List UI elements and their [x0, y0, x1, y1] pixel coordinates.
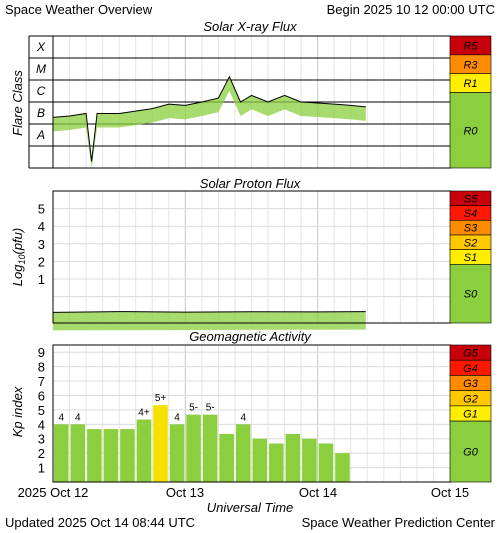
geomag-scale-label: G5 [463, 348, 479, 360]
kp-bar-label: 5- [189, 403, 198, 414]
kp-bar-label: 4 [58, 412, 64, 423]
geomag-scale-label: G3 [463, 378, 479, 390]
kp-bar [252, 438, 268, 482]
kp-y-tick: 7 [38, 374, 45, 389]
kp-bar [153, 405, 168, 482]
kp-bar [335, 453, 350, 482]
class-label-C: C [37, 84, 46, 98]
kp-y-tick: 5 [38, 403, 45, 418]
kp-bar [186, 414, 201, 482]
scale-columns: R5 R3 R1 R0 S5 S4 S3 S2 S1 S0 G5 G4 G3 G2 G1 G0 [449, 35, 492, 483]
geomag-scale-label: G4 [463, 363, 478, 375]
proton-flux-band [53, 311, 366, 331]
header-begin: Begin 2025 10 12 00:00 UTC [327, 2, 495, 17]
geomag-scale-label: G0 [463, 447, 479, 459]
geomag-scale-cell [449, 420, 492, 483]
kp-y-tick: 1 [38, 461, 45, 476]
kp-bar [318, 443, 334, 482]
kp-bar-label: 5+ [155, 393, 167, 404]
radio-scale-cell [449, 92, 492, 169]
proton-y-tick: 1 [38, 272, 45, 287]
kp-bar-label: 4+ [138, 408, 150, 419]
kp-bar [87, 429, 102, 482]
solar-radiation-scale-label: S5 [464, 193, 478, 205]
proton-y-tick: 3 [38, 237, 45, 252]
solar-radiation-scale-label: S3 [464, 223, 478, 235]
proton-ylabel: Log10(pfu) [10, 228, 27, 286]
geomag-ylabel: Kp index [10, 386, 25, 437]
kp-bar [136, 419, 152, 482]
kp-bar-label: 4 [75, 412, 81, 423]
proton-ylabel-sub: 10 [17, 255, 27, 265]
radio-scale-label: R5 [463, 40, 478, 52]
geomag-scale-label: G1 [463, 409, 478, 421]
kp-bar [120, 429, 135, 482]
class-label-M: M [36, 62, 46, 76]
class-label-B: B [37, 106, 45, 120]
xray-flux-band [53, 76, 366, 168]
footer-updated: Updated 2025 Oct 14 08:44 UTC [5, 515, 195, 530]
kp-bar-label: 4 [174, 412, 180, 423]
solar-radiation-scale-label: S1 [464, 252, 477, 264]
kp-y-tick: 4 [38, 417, 45, 432]
proton-ylabel-main: Log [10, 264, 25, 286]
geomag-title: Geomagnetic Activity [189, 329, 312, 344]
x-tick-oct15: Oct 15 [431, 485, 469, 500]
proton-ylabel-tail: (pfu) [10, 228, 25, 255]
geomag-scale-label: G2 [463, 393, 478, 405]
kp-bar-label: 5- [206, 403, 215, 414]
kp-bar [169, 424, 185, 482]
class-label-X: X [36, 40, 46, 54]
x-tick-oct14: Oct 14 [299, 485, 337, 500]
kp-bar [302, 438, 317, 482]
kp-y-tick: 9 [38, 345, 45, 360]
radio-scale-label: R0 [463, 125, 478, 137]
xray-ylabel: Flare Class [10, 70, 25, 136]
proton-y-tick: 2 [38, 254, 45, 269]
solar-radiation-scale-label: S2 [464, 237, 477, 249]
proton-panel: 5 4 3 2 1 [38, 190, 452, 331]
solar-radiation-scale-cell [449, 264, 492, 324]
radio-scale-label: R3 [463, 59, 478, 71]
kp-y-tick: 3 [38, 432, 45, 447]
kp-bar [103, 429, 119, 482]
kp-bar [219, 433, 234, 482]
kp-y-tick: 2 [38, 446, 45, 461]
x-axis-label: Universal Time [207, 500, 294, 515]
proton-y-tick: 4 [38, 219, 45, 234]
kp-y-tick: 6 [38, 388, 45, 403]
kp-bar [235, 424, 251, 482]
header-title: Space Weather Overview [5, 2, 153, 17]
solar-radiation-scale-label: S0 [464, 289, 478, 301]
radio-scale-label: R1 [463, 78, 477, 90]
xray-flux-line [52, 75, 366, 162]
kp-y-tick: 8 [38, 360, 45, 375]
proton-flux-line [52, 311, 366, 313]
proton-y-tick: 5 [38, 202, 45, 217]
kp-bar [285, 433, 301, 482]
kp-bar [54, 424, 69, 482]
kp-bar [70, 424, 86, 482]
solar-radiation-scale-label: S4 [464, 208, 477, 220]
proton-title: Solar Proton Flux [200, 176, 301, 191]
x-tick-oct13: Oct 13 [166, 485, 204, 500]
xray-title: Solar X-ray Flux [203, 19, 297, 34]
kp-bar-label: 4 [240, 412, 246, 423]
kp-bar [269, 443, 284, 482]
class-label-A: A [36, 128, 45, 142]
x-tick-oct12: 2025 Oct 12 [18, 485, 89, 500]
footer-swpc: Space Weather Prediction Center [302, 515, 496, 530]
kp-bar [202, 414, 218, 482]
